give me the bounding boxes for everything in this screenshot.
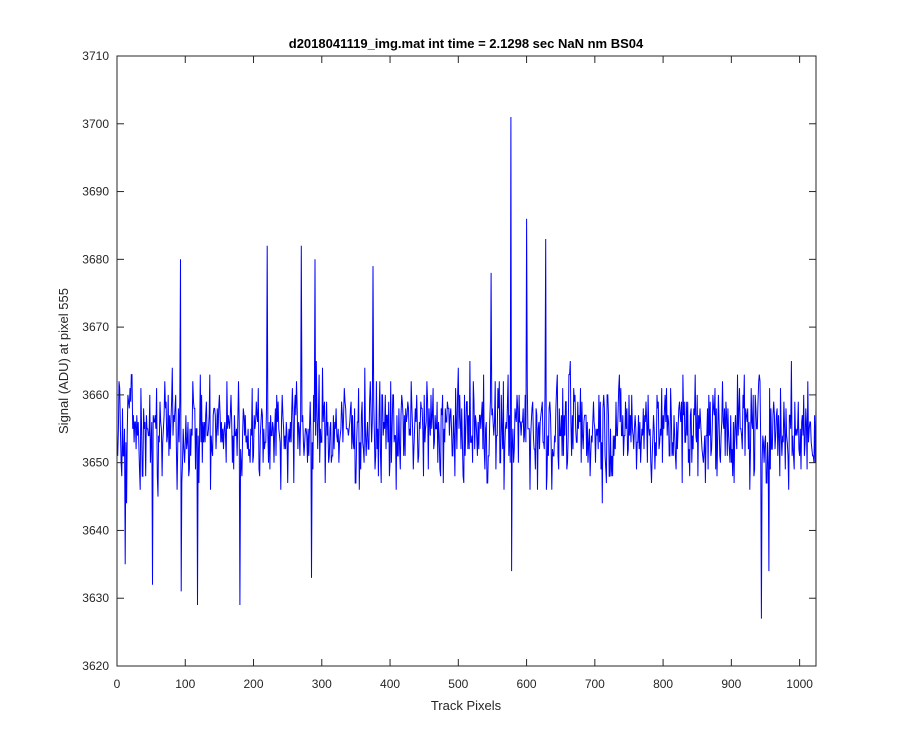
y-tick-label: 3700 bbox=[82, 117, 109, 131]
y-tick-label: 3670 bbox=[82, 320, 109, 334]
plot-clip-group bbox=[117, 116, 817, 619]
y-tick-label: 3620 bbox=[82, 659, 109, 673]
y-axis-ticks: 3620 3630 3640 3650 3660 3670 3680 3690 3700 3710 bbox=[82, 49, 816, 673]
y-tick-label: 3680 bbox=[82, 252, 109, 266]
x-tick-label: 400 bbox=[380, 677, 400, 691]
x-tick-label: 300 bbox=[312, 677, 332, 691]
x-tick-label: 200 bbox=[244, 677, 264, 691]
x-tick-label: 100 bbox=[175, 677, 195, 691]
y-tick-label: 3690 bbox=[82, 185, 109, 199]
y-tick-label: 3630 bbox=[82, 591, 109, 605]
plot-area bbox=[117, 56, 816, 666]
x-tick-label: 900 bbox=[721, 677, 741, 691]
y-tick-label: 3660 bbox=[82, 388, 109, 402]
y-tick-label: 3710 bbox=[82, 49, 109, 63]
x-tick-label: 500 bbox=[448, 677, 468, 691]
x-axis-ticks: 0 100 200 300 400 500 600 700 800 900 1000 bbox=[114, 56, 813, 691]
axes-box bbox=[116, 55, 817, 667]
y-tick-label: 3650 bbox=[82, 456, 109, 470]
x-tick-label: 700 bbox=[585, 677, 605, 691]
x-tick-label: 600 bbox=[517, 677, 537, 691]
y-axis-label: Signal (ADU) at pixel 555 bbox=[56, 288, 71, 434]
x-tick-label: 0 bbox=[114, 677, 121, 691]
y-tick-label: 3640 bbox=[82, 523, 109, 537]
chart-title: d2018041119_img.mat int time = 2.1298 se… bbox=[289, 36, 644, 51]
signal-line bbox=[117, 116, 817, 619]
x-tick-label: 800 bbox=[653, 677, 673, 691]
x-axis-label: Track Pixels bbox=[431, 698, 502, 713]
x-tick-label: 1000 bbox=[786, 677, 813, 691]
